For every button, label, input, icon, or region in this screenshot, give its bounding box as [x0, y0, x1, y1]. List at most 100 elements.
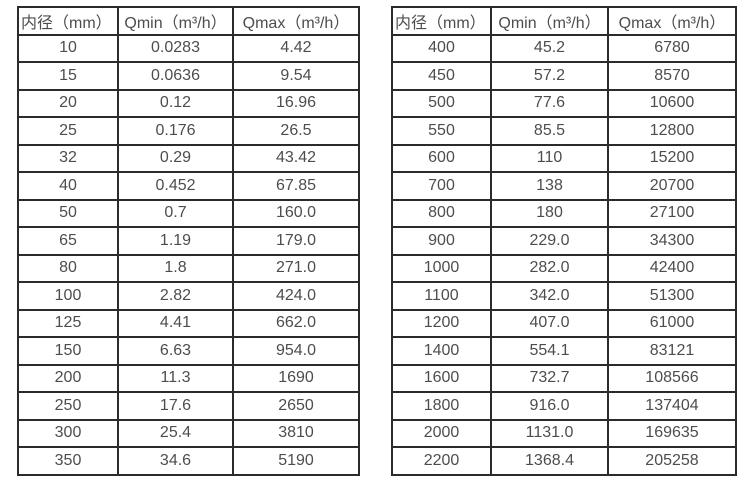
- qmin-cell: 0.452: [117, 171, 234, 201]
- diameter-cell: 550: [391, 116, 492, 146]
- qmin-cell: 45.2: [490, 33, 609, 63]
- table-row: 50 0.7 160.0: [17, 198, 360, 228]
- qmax-cell: 169635: [607, 418, 737, 448]
- table-row: 1100 342.0 51300: [391, 281, 737, 311]
- table-row: 1800 916.0 137404: [391, 391, 737, 421]
- diameter-cell: 350: [17, 446, 119, 476]
- table-row: 800 180 27100: [391, 198, 737, 228]
- diameter-cell: 1600: [391, 363, 492, 393]
- diameter-cell: 700: [391, 171, 492, 201]
- qmin-cell: 110: [490, 143, 609, 173]
- qmax-cell: 424.0: [232, 281, 360, 311]
- table-row: 32 0.29 43.42: [17, 143, 360, 173]
- qmin-cell: 2.82: [117, 281, 234, 311]
- qmin-cell: 6.63: [117, 336, 234, 366]
- table-header: 内径（mm） Qmin（m³/h） Qmax（m³/h）: [391, 6, 737, 36]
- column-header-qmax: Qmax（m³/h）: [607, 6, 737, 36]
- qmax-cell: 3810: [232, 418, 360, 448]
- qmax-cell: 5190: [232, 446, 360, 476]
- diameter-cell: 2000: [391, 418, 492, 448]
- qmin-cell: 25.4: [117, 418, 234, 448]
- table-row: 500 77.6 10600: [391, 88, 737, 118]
- diameter-cell: 20: [17, 88, 119, 118]
- table-row: 900 229.0 34300: [391, 226, 737, 256]
- table-row: 10 0.0283 4.42: [17, 33, 360, 63]
- qmin-cell: 77.6: [490, 88, 609, 118]
- qmax-cell: 4.42: [232, 33, 360, 63]
- qmin-cell: 0.7: [117, 198, 234, 228]
- qmin-cell: 1.19: [117, 226, 234, 256]
- qmin-cell: 57.2: [490, 61, 609, 91]
- qmax-cell: 1690: [232, 363, 360, 393]
- diameter-cell: 800: [391, 198, 492, 228]
- column-header-diameter: 内径（mm）: [391, 6, 492, 36]
- diameter-cell: 2200: [391, 446, 492, 476]
- diameter-cell: 50: [17, 198, 119, 228]
- qmax-cell: 271.0: [232, 253, 360, 283]
- qmin-cell: 1131.0: [490, 418, 609, 448]
- qmax-cell: 108566: [607, 363, 737, 393]
- qmax-cell: 26.5: [232, 116, 360, 146]
- header-row: 内径（mm） Qmin（m³/h） Qmax（m³/h）: [391, 6, 737, 36]
- table-row: 25 0.176 26.5: [17, 116, 360, 146]
- qmax-cell: 83121: [607, 336, 737, 366]
- qmax-cell: 137404: [607, 391, 737, 421]
- qmin-cell: 732.7: [490, 363, 609, 393]
- diameter-cell: 1000: [391, 253, 492, 283]
- qmin-cell: 0.29: [117, 143, 234, 173]
- qmin-cell: 4.41: [117, 308, 234, 338]
- qmax-cell: 42400: [607, 253, 737, 283]
- qmin-cell: 916.0: [490, 391, 609, 421]
- diameter-cell: 150: [17, 336, 119, 366]
- qmin-cell: 11.3: [117, 363, 234, 393]
- qmax-cell: 27100: [607, 198, 737, 228]
- diameter-cell: 250: [17, 391, 119, 421]
- qmin-cell: 342.0: [490, 281, 609, 311]
- column-header-qmax: Qmax（m³/h）: [232, 6, 360, 36]
- diameter-cell: 80: [17, 253, 119, 283]
- header-row: 内径（mm） Qmin（m³/h） Qmax（m³/h）: [17, 6, 360, 36]
- table-row: 2200 1368.4 205258: [391, 446, 737, 476]
- table-row: 700 138 20700: [391, 171, 737, 201]
- qmax-cell: 51300: [607, 281, 737, 311]
- diameter-cell: 40: [17, 171, 119, 201]
- diameter-cell: 300: [17, 418, 119, 448]
- table-row: 600 110 15200: [391, 143, 737, 173]
- qmax-cell: 67.85: [232, 171, 360, 201]
- qmax-cell: 9.54: [232, 61, 360, 91]
- qmin-cell: 282.0: [490, 253, 609, 283]
- diameter-cell: 25: [17, 116, 119, 146]
- qmax-cell: 954.0: [232, 336, 360, 366]
- diameter-cell: 600: [391, 143, 492, 173]
- qmin-cell: 138: [490, 171, 609, 201]
- diameter-cell: 1200: [391, 308, 492, 338]
- qmax-cell: 12800: [607, 116, 737, 146]
- diameter-cell: 32: [17, 143, 119, 173]
- qmin-cell: 0.0636: [117, 61, 234, 91]
- qmax-cell: 16.96: [232, 88, 360, 118]
- qmin-cell: 85.5: [490, 116, 609, 146]
- flow-spec-table-large-diameters: 内径（mm） Qmin（m³/h） Qmax（m³/h） 400 45.2 6780…: [391, 6, 737, 476]
- table-row: 15 0.0636 9.54: [17, 61, 360, 91]
- diameter-cell: 400: [391, 33, 492, 63]
- qmin-cell: 1.8: [117, 253, 234, 283]
- flow-spec-table-small-diameters: 内径（mm） Qmin（m³/h） Qmax（m³/h） 10 0.0283 4.4…: [17, 6, 360, 476]
- qmax-cell: 2650: [232, 391, 360, 421]
- table-row: 1400 554.1 83121: [391, 336, 737, 366]
- qmax-cell: 8570: [607, 61, 737, 91]
- qmax-cell: 10600: [607, 88, 737, 118]
- table-row: 350 34.6 5190: [17, 446, 360, 476]
- qmax-cell: 6780: [607, 33, 737, 63]
- table-row: 1200 407.0 61000: [391, 308, 737, 338]
- diameter-cell: 15: [17, 61, 119, 91]
- table-row: 250 17.6 2650: [17, 391, 360, 421]
- table-row: 80 1.8 271.0: [17, 253, 360, 283]
- table-row: 400 45.2 6780: [391, 33, 737, 63]
- diameter-cell: 65: [17, 226, 119, 256]
- qmax-cell: 160.0: [232, 198, 360, 228]
- column-header-qmin: Qmin（m³/h）: [490, 6, 609, 36]
- table-row: 200 11.3 1690: [17, 363, 360, 393]
- qmax-cell: 205258: [607, 446, 737, 476]
- diameter-cell: 500: [391, 88, 492, 118]
